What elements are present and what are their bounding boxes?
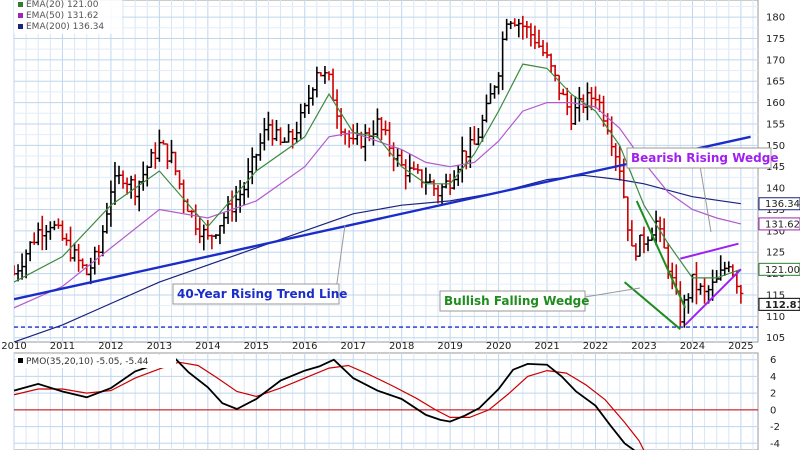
last-value-label: 121.00 xyxy=(765,265,800,276)
annotation-rising-wedge-leader xyxy=(699,165,712,233)
legend-swatch-ema200 xyxy=(18,24,23,29)
pmo-tick-label: 6 xyxy=(770,355,776,366)
rising-wedge-lower xyxy=(684,268,742,326)
pmo-y-axis: -4 -2 0 2 4 6 xyxy=(770,355,780,450)
x-tick-label: 2025 xyxy=(728,341,753,352)
last-value-label: 131.62 xyxy=(765,219,800,230)
x-tick-label: 2023 xyxy=(631,341,656,352)
last-value-badges: 136.34 131.62 121.00 112.81 xyxy=(758,197,800,311)
price-tick-label: 125 xyxy=(766,248,785,259)
x-tick-label: 2014 xyxy=(195,341,220,352)
last-value-label: 112.81 xyxy=(765,300,800,311)
last-value-label: 136.34 xyxy=(765,199,800,210)
price-tick-label: 130 xyxy=(766,226,785,237)
price-y-axis: 1051101151201251301351401451501551601651… xyxy=(766,13,785,345)
pmo-tick-label: 4 xyxy=(770,372,776,383)
price-tick-label: 150 xyxy=(766,141,785,152)
annotation-falling-wedge: Bullish Falling Wedge xyxy=(439,287,641,312)
x-tick-label: 2021 xyxy=(534,341,559,352)
pmo-title-swatch xyxy=(18,358,23,363)
price-tick-label: 115 xyxy=(766,290,785,301)
annotation-falling-wedge-leader xyxy=(584,287,641,298)
price-tick-label: 165 xyxy=(766,77,785,88)
ema200-line xyxy=(14,174,741,342)
pmo-grid xyxy=(13,353,758,450)
falling-wedge-lower xyxy=(623,281,681,330)
pmo-signal-line xyxy=(14,361,645,450)
legend-background xyxy=(14,0,122,34)
x-axis: 2010 2011 2012 2013 2014 2015 2016 2017 2018 2019… xyxy=(1,341,753,352)
price-panel-background xyxy=(13,0,759,343)
legend-swatch-ema50 xyxy=(18,13,23,18)
pmo-tick-label: 0 xyxy=(770,405,776,416)
pmo-title: PMO(35,20,10) -5.05, -5.44 xyxy=(16,355,176,368)
annotation-falling-wedge-text: Bullish Falling Wedge xyxy=(444,294,589,308)
price-tick-label: 110 xyxy=(766,312,785,323)
x-tick-label: 2022 xyxy=(583,341,608,352)
x-tick-label: 2024 xyxy=(680,341,705,352)
price-tick-label: 170 xyxy=(766,55,785,66)
rising-wedge-upper xyxy=(680,242,739,260)
annotation-rising-wedge: Bearish Rising Wedge xyxy=(626,147,778,233)
legend-ema50: EMA(50) 131.62 xyxy=(26,11,98,21)
annotation-rising-wedge-text: Bearish Rising Wedge xyxy=(631,151,778,165)
annotation-rising-wedge-box xyxy=(626,147,772,169)
price-tick-label: 145 xyxy=(766,162,785,173)
ema20-line xyxy=(14,63,742,283)
price-tick-label: 180 xyxy=(766,13,785,24)
price-tick-label: 155 xyxy=(766,119,785,130)
x-tick-label: 2017 xyxy=(340,341,365,352)
last-value-badge xyxy=(758,262,800,276)
legend-swatch-ema20 xyxy=(18,2,23,7)
main-series xyxy=(14,15,758,342)
annotation-trendline-text: 40-Year Rising Trend Line xyxy=(177,287,347,301)
pmo-tick-label: 2 xyxy=(770,389,776,400)
annotation-trendline-box xyxy=(172,283,340,305)
price-tick-label: 105 xyxy=(766,333,785,344)
x-tick-label: 2016 xyxy=(292,341,317,352)
x-tick-label: 2010 xyxy=(1,341,26,352)
annotation-trendline: 40-Year Rising Trend Line xyxy=(172,224,347,305)
pmo-title-background xyxy=(16,355,176,368)
legend-ema200: EMA(200) 136.34 xyxy=(26,22,104,32)
falling-wedge-upper xyxy=(635,200,687,309)
price-tick-label: 160 xyxy=(766,98,785,109)
last-value-badge xyxy=(758,297,800,311)
last-value-badge xyxy=(758,197,800,211)
x-tick-label: 2011 xyxy=(50,341,75,352)
x-tick-label: 2018 xyxy=(389,341,414,352)
pmo-tick-label: -4 xyxy=(770,439,780,450)
annotation-trendline-leader xyxy=(335,224,346,291)
x-tick-label: 2020 xyxy=(486,341,511,352)
price-tick-label: 175 xyxy=(766,34,785,45)
annotation-falling-wedge-box xyxy=(439,290,586,312)
pmo-tick-label: -2 xyxy=(770,422,780,433)
price-tick-label: 135 xyxy=(766,205,785,216)
legend: EMA(20) 121.00 EMA(50) 131.62 EMA(200) 1… xyxy=(14,0,122,34)
x-tick-label: 2015 xyxy=(244,341,269,352)
legend-ema20: EMA(20) 121.00 xyxy=(26,0,99,10)
last-value-badge xyxy=(758,217,800,231)
x-tick-label: 2012 xyxy=(98,341,123,352)
pmo-title-text: PMO(35,20,10) -5.05, -5.44 xyxy=(26,357,149,367)
x-tick-label: 2013 xyxy=(147,341,172,352)
x-tick-label: 2019 xyxy=(437,341,462,352)
price-tick-label: 140 xyxy=(766,184,785,195)
